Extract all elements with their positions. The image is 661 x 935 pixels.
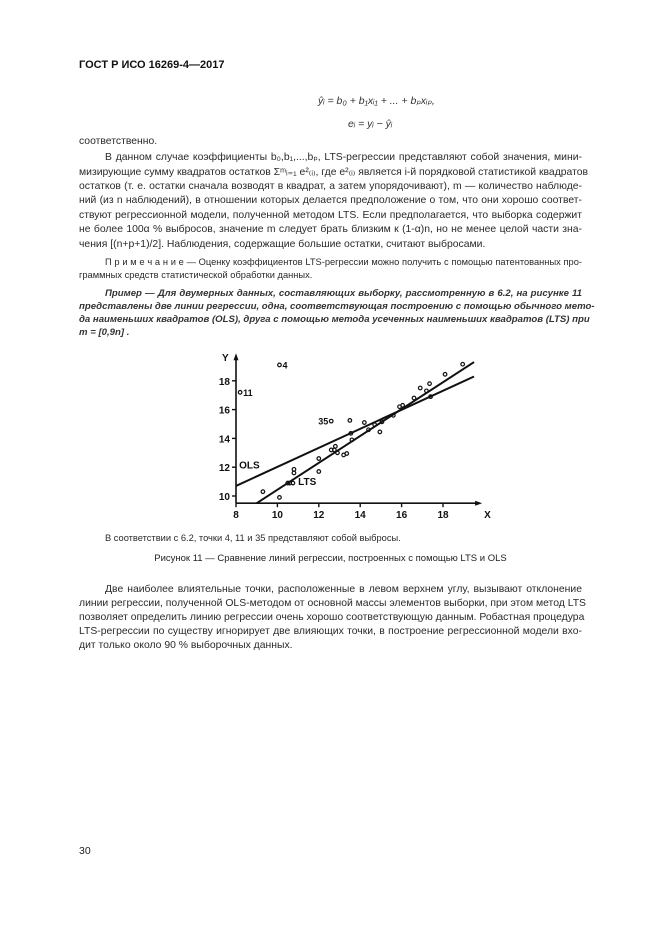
- text-line: ний (из n наблюдений), в отношении котор…: [79, 195, 582, 206]
- x-tick-label: 18: [437, 510, 449, 521]
- regression-line-ols: [235, 375, 475, 487]
- formula-fitted-value: ŷᵢ = b₀ + b₁xᵢ₁ + ... + bₚxᵢₚ,: [318, 95, 435, 107]
- text-line: дит только около 90 % выборочных данных.: [79, 640, 293, 651]
- example-line: m = [0,9n] .: [79, 327, 130, 338]
- x-axis-label: X: [484, 510, 491, 521]
- data-point: [316, 456, 322, 461]
- note-line: П р и м е ч а н и е — Оценку коэффициент…: [105, 257, 582, 267]
- data-point: [428, 394, 433, 400]
- example-line: представлены две линии регрессии, одна, …: [79, 301, 595, 312]
- x-tick-label: 14: [355, 510, 367, 521]
- y-tick-label: 14: [219, 434, 231, 445]
- data-point: [347, 418, 353, 423]
- data-point: [316, 469, 322, 474]
- text-line: ствуют регрессионной модели, полученной …: [79, 210, 582, 221]
- document-header: ГОСТ Р ИСО 16269-4—2017: [79, 59, 225, 71]
- example-line: да наименьших квадратов (OLS), друга с п…: [79, 314, 590, 325]
- text-line: В данном случае коэффициенты b₀,b₁,...,b…: [105, 152, 582, 163]
- data-point: [335, 450, 340, 456]
- data-point: [331, 447, 337, 453]
- data-point: [361, 420, 367, 425]
- data-point: [442, 371, 448, 377]
- x-tick-label: 16: [396, 510, 408, 521]
- ols-line-label: OLS: [239, 461, 260, 472]
- data-point: [460, 361, 466, 367]
- data-point: [372, 422, 378, 428]
- data-point: [348, 430, 354, 436]
- y-tick-label: 10: [219, 492, 231, 503]
- data-point: [427, 381, 432, 387]
- data-point: [366, 427, 371, 433]
- regression-line-lts: [256, 361, 475, 505]
- text-line: позволяет определить линию регрессии оче…: [79, 612, 585, 623]
- data-point: [349, 437, 355, 443]
- data-point: [379, 419, 385, 425]
- figure-caption: Рисунок 11 — Сравнение линий регрессии, …: [154, 553, 507, 564]
- y-tick-label: 18: [219, 377, 231, 388]
- point-label: 11: [243, 388, 253, 398]
- y-axis-arrow-icon: [233, 353, 239, 361]
- text-line: мизирующие сумму квадратов остатков Σᵐᵢ₌…: [79, 167, 589, 178]
- lts-line-label: LTS: [298, 477, 316, 488]
- data-point: [260, 489, 266, 495]
- data-point: [424, 388, 429, 394]
- note-line: граммных средств статистической обработк…: [79, 270, 313, 280]
- data-point: [285, 480, 291, 486]
- x-tick-label: 10: [272, 510, 284, 521]
- point-label: 35: [318, 417, 328, 427]
- data-point: [344, 451, 350, 456]
- text-line: LTS-регрессии по существу игнорирует две…: [79, 626, 582, 637]
- text-line: чения [(n+p+1)/2]. Наблюдения, содержащи…: [79, 239, 486, 250]
- example-line: Пример — Для двумерных данных, составляю…: [105, 288, 582, 299]
- data-point: [328, 418, 334, 424]
- x-tick-label: 8: [233, 510, 239, 521]
- page-number: 30: [79, 845, 91, 857]
- x-axis-arrow-icon: [475, 500, 483, 506]
- intro-text: соответственно.: [79, 136, 158, 147]
- data-point: [411, 395, 417, 401]
- point-label: 4: [282, 360, 287, 370]
- x-tick-label: 12: [313, 510, 325, 521]
- data-point: [417, 385, 423, 391]
- data-point: [277, 362, 282, 368]
- text-line: Две наиболее влиятельные точки, располож…: [105, 584, 582, 595]
- y-tick-label: 16: [219, 406, 231, 417]
- y-tick-label: 12: [219, 463, 231, 474]
- data-point: [237, 389, 243, 395]
- data-point: [400, 402, 406, 408]
- text-line: остатков (т. е. остатки сначала возводят…: [79, 181, 582, 192]
- data-point: [277, 495, 282, 500]
- y-axis-label: Y: [222, 353, 229, 364]
- text-line: линии регрессии, полученной OLS-методом …: [79, 598, 586, 609]
- data-point: [377, 429, 383, 435]
- data-point: [390, 412, 396, 418]
- figure-note: В соответствии с 6.2, точки 4, 11 и 35 п…: [105, 533, 401, 543]
- data-point: [290, 480, 296, 486]
- data-point: [291, 466, 297, 472]
- formula-residual: eᵢ = yᵢ − ŷᵢ: [348, 118, 393, 130]
- text-line: не более 100α % выбросов, значение m сле…: [79, 224, 582, 235]
